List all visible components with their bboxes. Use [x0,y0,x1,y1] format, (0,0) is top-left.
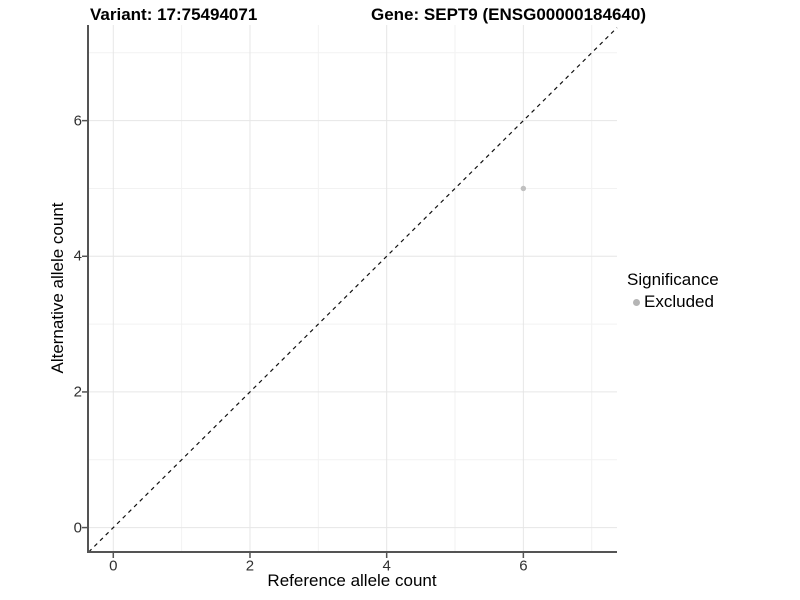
excluded-point-icon [633,298,640,306]
legend: Significance Excluded [627,270,719,312]
identity-reference-line [88,27,618,553]
data-point-excluded [520,185,527,192]
legend-entry-excluded: Excluded [627,292,719,312]
y-axis-title: Alternative allele count [48,202,67,374]
x-tick-label: 2 [245,557,255,575]
y-tick-label: 2 [73,383,82,401]
variant-title: Variant: 17:75494071 [90,5,258,24]
x-tick-label: 0 [109,557,118,575]
x-axis-title: Reference allele count [267,571,437,590]
legend-entry-label: Excluded [644,292,714,311]
x-tick-label: 4 [382,557,391,575]
y-tick-label: 0 [73,519,82,537]
legend-title: Significance [627,270,719,289]
x-tick-label: 6 [519,557,528,575]
gene-title: Gene: SEPT9 (ENSG00000184640) [371,5,646,24]
y-tick-label: 4 [73,247,82,265]
y-tick-label: 6 [73,112,82,130]
